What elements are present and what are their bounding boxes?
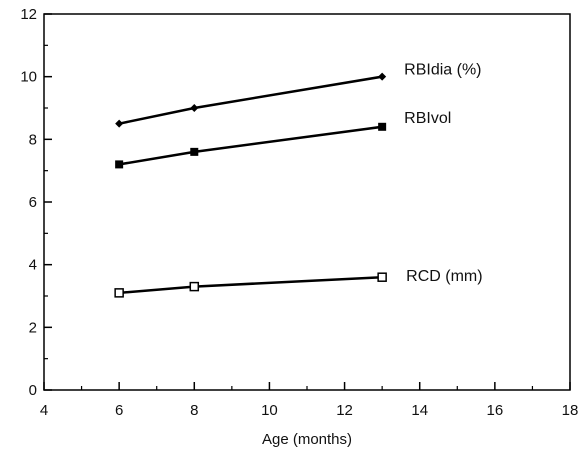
- series-layer: RBIdia (%) RBIvol RCD (mm): [114, 62, 483, 298]
- y-axis-ticks: 0 2 4 6 8 10 12: [20, 6, 52, 399]
- y-tick-label: 2: [29, 319, 37, 336]
- x-tick-label: 8: [190, 402, 198, 419]
- plot-frame: [43, 13, 571, 391]
- x-tick-label: 18: [562, 402, 579, 419]
- data-point: [190, 104, 199, 112]
- series-line: [118, 75, 383, 125]
- data-point: [378, 72, 387, 81]
- data-point: [115, 119, 124, 128]
- x-axis-title: Age (months): [262, 431, 352, 448]
- series-label: RBIdia (%): [404, 62, 481, 79]
- x-axis-ticks: 4 6 8 10 12 14 16 18: [40, 382, 579, 419]
- data-point: [115, 160, 124, 169]
- x-tick-label: 6: [115, 402, 123, 419]
- y-tick-label: 8: [29, 131, 37, 148]
- x-tick-label: 16: [487, 402, 504, 419]
- y-tick-label: 10: [20, 69, 37, 86]
- x-tick-label: 12: [336, 402, 353, 419]
- x-tick-label: 10: [261, 402, 278, 419]
- series-line: [118, 125, 383, 166]
- data-point: [377, 272, 387, 282]
- data-point: [114, 288, 124, 298]
- x-tick-label: 14: [411, 402, 428, 419]
- data-point: [190, 147, 199, 156]
- y-tick-label: 12: [20, 6, 37, 23]
- series-label: RBIvol: [404, 110, 451, 127]
- x-tick-label: 4: [40, 402, 48, 419]
- series-label: RCD (mm): [406, 268, 482, 285]
- y-tick-label: 4: [29, 257, 37, 274]
- y-tick-label: 6: [29, 194, 37, 211]
- series-line: [119, 275, 383, 295]
- y-tick-label: 0: [29, 382, 37, 399]
- data-point: [378, 122, 387, 131]
- data-point: [189, 281, 200, 292]
